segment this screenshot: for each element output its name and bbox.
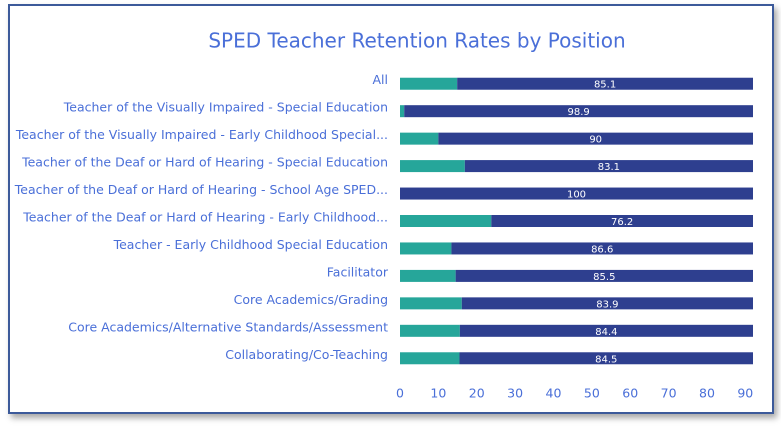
category-label: Teacher - Early Childhood Special Educat… xyxy=(113,237,388,252)
x-tick-label: 70 xyxy=(661,386,677,401)
value-label: 86.6 xyxy=(591,244,613,255)
category-label: All xyxy=(373,72,389,87)
bar-segment xyxy=(491,215,753,227)
value-label: 100 xyxy=(567,190,586,201)
bar-segment xyxy=(400,77,458,90)
bar-segment xyxy=(400,187,753,200)
category-label: Teacher of the Visually Impaired - Speci… xyxy=(63,100,388,115)
value-label: 83.1 xyxy=(598,162,620,173)
x-tick-label: 30 xyxy=(507,386,523,401)
category-label: Core Academics/Alternative Standards/Ass… xyxy=(68,319,388,334)
x-tick-label: 60 xyxy=(622,386,638,401)
x-tick-label: 20 xyxy=(469,386,485,401)
category-label: Collaborating/Co-Teaching xyxy=(225,347,388,362)
bar-segment xyxy=(459,324,753,337)
category-label: Teacher of the Deaf or Hard of Hearing -… xyxy=(21,155,388,170)
category-label: Teacher of the Deaf or Hard of Hearing -… xyxy=(14,182,388,197)
value-label: 83.9 xyxy=(596,299,618,310)
x-tick-label: 0 xyxy=(396,386,404,401)
x-tick-label: 90 xyxy=(737,386,753,401)
bar-segment xyxy=(400,242,452,255)
bar-segment xyxy=(464,160,753,173)
value-label: 85.1 xyxy=(594,80,616,91)
bar-segment xyxy=(438,132,753,145)
bar-segment xyxy=(455,269,753,282)
bar-segment xyxy=(400,269,456,282)
value-label: 98.9 xyxy=(567,107,589,118)
bar-segment xyxy=(404,105,753,118)
category-label: Teacher of the Visually Impaired - Early… xyxy=(15,127,388,142)
category-label: Core Academics/Grading xyxy=(234,292,388,307)
x-tick-label: 50 xyxy=(584,386,600,401)
bar-segment xyxy=(457,77,753,90)
value-label: 84.5 xyxy=(595,354,617,365)
value-label: 76.2 xyxy=(611,217,633,228)
bar-segment xyxy=(400,352,460,365)
bar-segment xyxy=(400,324,460,337)
chart-title: SPED Teacher Retention Rates by Position xyxy=(208,29,625,53)
bar-segment xyxy=(459,352,753,365)
x-tick-label: 10 xyxy=(430,386,446,401)
bar-segment xyxy=(400,132,439,145)
bar-segment xyxy=(400,215,492,227)
value-label: 90 xyxy=(589,135,602,146)
chart-frame xyxy=(8,4,774,414)
bar-segment xyxy=(400,105,405,118)
x-tick-label: 80 xyxy=(699,386,715,401)
category-label: Teacher of the Deaf or Hard of Hearing -… xyxy=(22,210,388,225)
bar-segment xyxy=(461,297,753,310)
bar-segment xyxy=(400,160,465,173)
value-label: 85.5 xyxy=(593,272,615,283)
bar-segment xyxy=(400,297,462,310)
category-label: Facilitator xyxy=(327,264,389,279)
plot-area xyxy=(400,77,753,365)
x-tick-label: 40 xyxy=(546,386,562,401)
bar-segment xyxy=(451,242,753,255)
value-label: 84.4 xyxy=(595,327,617,338)
